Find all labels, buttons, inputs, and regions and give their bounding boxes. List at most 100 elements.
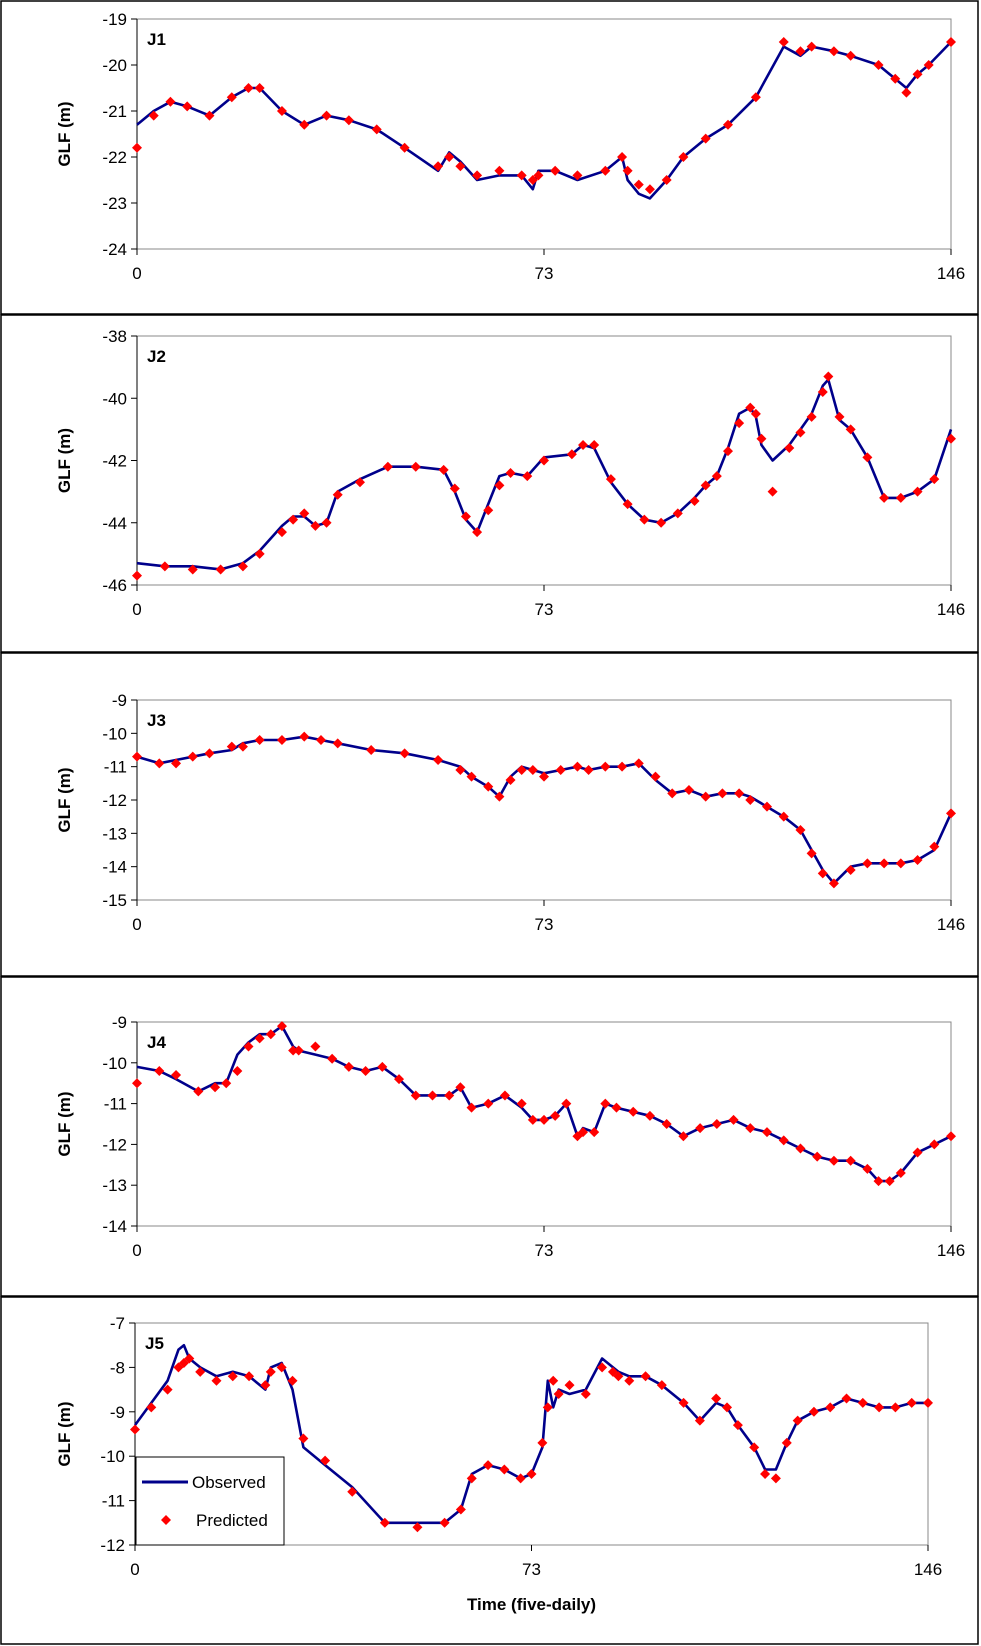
x-tick-label: 0: [132, 264, 141, 283]
predicted-point: [734, 418, 745, 429]
predicted-point: [762, 1127, 773, 1138]
predicted-point: [828, 878, 839, 889]
y-tick-label: -12: [102, 791, 127, 810]
legend-observed-label: Observed: [192, 1473, 266, 1492]
predicted-point: [516, 765, 527, 775]
predicted-point: [841, 1393, 852, 1404]
predicted-point: [321, 110, 332, 121]
predicted-point: [254, 83, 265, 93]
predicted-point: [550, 1110, 561, 1121]
predicted-point: [946, 37, 956, 47]
predicted-point: [767, 486, 778, 497]
predicted-point: [611, 1102, 622, 1113]
predicted-point: [276, 527, 287, 538]
y-tick-label: -9: [112, 1013, 127, 1032]
predicted-point: [260, 1380, 271, 1391]
predicted-point: [379, 1517, 390, 1528]
predicted-point: [600, 1098, 611, 1109]
predicted-point: [527, 1114, 538, 1125]
predicted-point: [589, 1127, 600, 1138]
predicted-point: [165, 96, 176, 107]
predicted-point: [555, 765, 566, 775]
predicted-point: [187, 751, 198, 762]
legend-predicted-swatch: [161, 1515, 171, 1525]
predicted-point: [923, 60, 934, 70]
predicted-point: [412, 1522, 423, 1533]
predicted-point: [946, 808, 956, 819]
predicted-point: [929, 841, 940, 852]
predicted-point: [299, 508, 310, 519]
predicted-point: [449, 483, 460, 494]
predicted-point: [857, 1397, 868, 1408]
predicted-point: [455, 1082, 466, 1093]
panel-label: J5: [145, 1334, 164, 1353]
predicted-point: [750, 408, 761, 419]
predicted-point: [929, 474, 940, 485]
predicted-point: [377, 1061, 388, 1072]
predicted-point: [929, 1139, 940, 1150]
y-tick-label: -24: [102, 240, 127, 259]
predicted-point: [678, 1397, 689, 1408]
x-tick-label: 0: [130, 1560, 139, 1579]
predicted-point: [795, 46, 806, 57]
predicted-point: [548, 1375, 559, 1386]
predicted-point: [661, 175, 672, 185]
panel-label: J2: [147, 347, 166, 366]
plot-area: [136, 699, 952, 901]
predicted-point: [624, 1375, 635, 1386]
predicted-point: [315, 735, 326, 745]
predicted-point: [564, 1380, 575, 1391]
predicted-point: [566, 449, 577, 460]
y-tick-label: -22: [102, 148, 127, 167]
predicted-point: [237, 741, 248, 752]
predicted-point: [862, 1163, 873, 1174]
predicted-point: [912, 69, 923, 80]
y-tick-label: -14: [102, 858, 127, 877]
predicted-point: [784, 443, 795, 454]
predicted-point: [617, 152, 628, 162]
predicted-point: [812, 1151, 823, 1162]
predicted-point: [617, 761, 628, 772]
predicted-point: [204, 110, 215, 121]
predicted-point: [293, 1045, 304, 1056]
predicted-point: [633, 179, 644, 190]
panel-j1: -24 -23 -22 -21 -20 -19 0 73 146 GLF (m) J1: [0, 0, 979, 315]
predicted-point: [890, 1402, 901, 1413]
predicted-series: [132, 371, 956, 581]
predicted-point: [689, 495, 700, 506]
predicted-point: [762, 801, 773, 812]
predicted-point: [644, 1110, 655, 1121]
predicted-point: [499, 1464, 510, 1475]
predicted-point: [700, 133, 711, 144]
predicted-point: [130, 1424, 140, 1435]
x-tick-label: 73: [535, 1241, 554, 1260]
predicted-point: [171, 758, 182, 769]
predicted-point: [622, 165, 633, 176]
predicted-point: [472, 527, 483, 538]
predicted-point: [572, 761, 583, 772]
y-tick-label: -44: [102, 514, 127, 533]
panel-j3: -15 -14 -13 -12 -11 -10 -9 0 73 146 GLF (m) J3: [0, 652, 979, 977]
predicted-point: [700, 480, 711, 491]
predicted-point: [204, 748, 215, 759]
x-tick-label: 73: [535, 600, 554, 619]
predicted-point: [327, 1053, 338, 1064]
predicted-point: [332, 489, 343, 500]
predicted-point: [823, 371, 834, 382]
predicted-point: [494, 791, 505, 802]
y-tick-label: -12: [100, 1536, 125, 1555]
predicted-point: [640, 1371, 651, 1382]
predicted-point: [455, 1504, 466, 1515]
predicted-point: [184, 1353, 195, 1364]
predicted-point: [527, 765, 538, 775]
predicted-point: [516, 170, 527, 181]
predicted-point: [906, 1397, 917, 1408]
predicted-point: [494, 480, 505, 491]
y-tick-label: -12: [102, 1135, 127, 1154]
predicted-point: [394, 1074, 405, 1085]
predicted-point: [884, 1176, 895, 1187]
y-tick-label: -13: [102, 824, 127, 843]
legend-box: [135, 1456, 285, 1546]
predicted-point: [661, 1119, 672, 1129]
